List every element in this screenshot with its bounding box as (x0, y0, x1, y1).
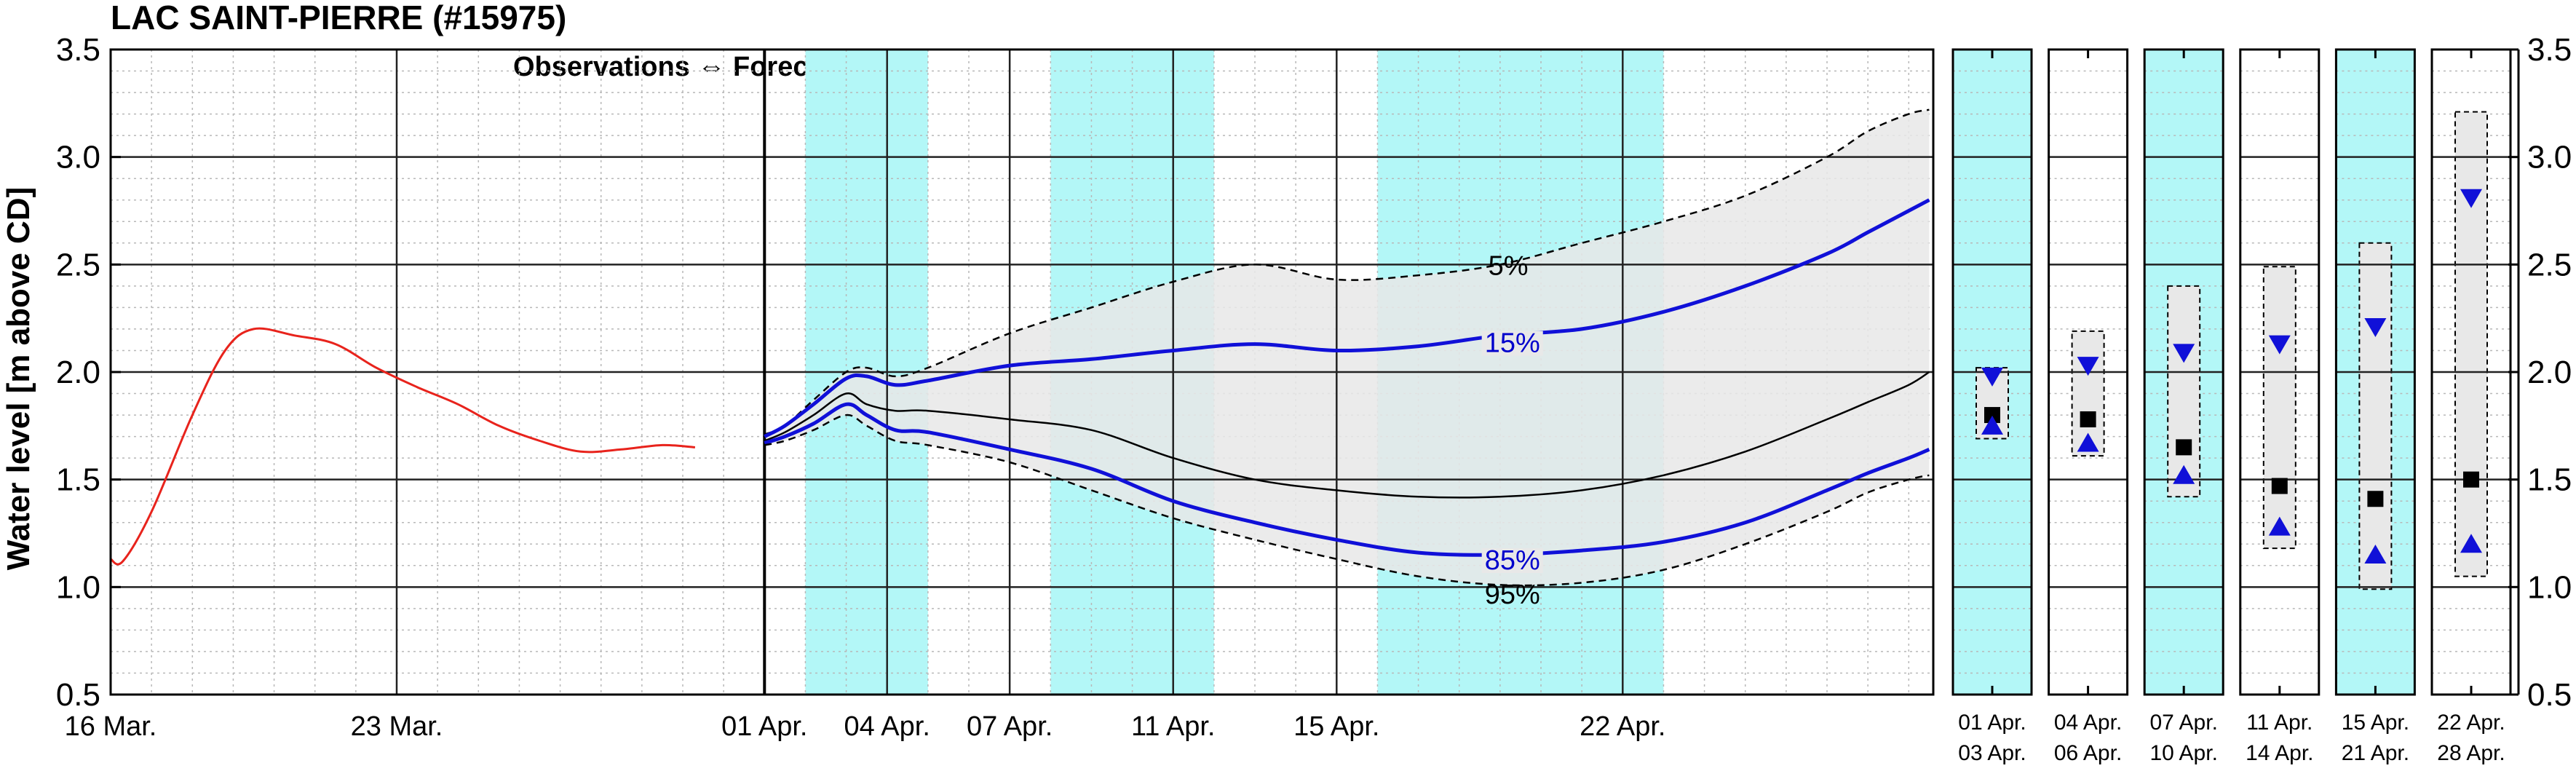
right-y-tick-label: 3.5 (2527, 32, 2572, 68)
median-marker (2080, 411, 2096, 427)
y-tick-label: 3.5 (56, 32, 100, 68)
period-panel-frame (2048, 48, 2129, 696)
percentile-label: 85% (1485, 545, 1540, 576)
period-panel-frame (2239, 48, 2321, 696)
y-tick-label: 3.0 (56, 140, 100, 175)
p15-down-triangle (2364, 317, 2387, 337)
p85-up-triangle (2364, 545, 2387, 564)
right-y-tick-label: 0.5 (2527, 677, 2572, 713)
p15-down-triangle (2077, 357, 2099, 376)
forecast-series-line (764, 402, 1930, 557)
period-panel: 15 Apr. 21 Apr. (2334, 48, 2416, 765)
x-tick-label: 04 Apr. (844, 711, 930, 742)
x-tick-label: 23 Mar. (351, 711, 443, 742)
median-marker (1984, 407, 2000, 424)
period-label-end: 03 Apr. (1958, 741, 2026, 765)
x-tick-label: 16 Mar. (65, 711, 157, 742)
p85-up-triangle (2173, 464, 2195, 484)
period-panel-frame (2334, 48, 2416, 696)
period-label-end: 06 Apr. (2054, 741, 2122, 765)
period-label-end: 14 Apr. (2246, 741, 2313, 765)
percentile-label: 95% (1485, 580, 1540, 610)
y-tick-label: 1.0 (56, 569, 100, 605)
p85-up-triangle (1981, 415, 2003, 435)
period-label-start: 22 Apr. (2437, 711, 2505, 735)
y-tick-label: 0.5 (56, 677, 100, 713)
range-box (2358, 242, 2393, 590)
x-tick-label: 22 Apr. (1580, 711, 1665, 742)
p15-down-triangle (2268, 335, 2291, 355)
period-panel: 01 Apr. 03 Apr. (1951, 48, 2033, 765)
period-panel: 11 Apr. 14 Apr. (2239, 48, 2321, 765)
y-tick-label: 2.5 (56, 247, 100, 282)
period-label-start: 15 Apr. (2342, 711, 2409, 735)
x-tick-label: 01 Apr. (721, 711, 807, 742)
x-tick-label: 07 Apr. (967, 711, 1053, 742)
y-axis-label: Water level [m above CD] (1, 187, 36, 571)
period-panel-frame (1951, 48, 2033, 696)
forecast-envelope (764, 109, 1930, 586)
p85-up-triangle (2460, 534, 2482, 553)
y-tick-label: 1.5 (56, 462, 100, 498)
right-y-tick-label: 2.5 (2527, 247, 2572, 282)
main-plot-area: 5% 15% 85% 95% 0.5 1.0 1.5 2.0 2.5 3.0 3.5 16 Mar. 2… (56, 32, 1935, 742)
forecast-series-line (764, 108, 1930, 435)
period-label-start: 07 Apr. (2149, 711, 2217, 735)
period-label-start: 04 Apr. (2054, 711, 2122, 735)
p15-down-triangle (1981, 367, 2003, 387)
forecast-series-line (764, 414, 1930, 587)
percentile-label-background (1481, 331, 1543, 356)
range-box (2454, 111, 2488, 577)
x-tick-label: 15 Apr. (1293, 711, 1379, 742)
range-box (2262, 266, 2296, 550)
period-panels: 01 Apr. 03 Apr. 04 Apr. 06 Apr. 07 Apr. 10 Ap… (1951, 48, 2512, 765)
range-box (2167, 285, 2201, 498)
percentile-label: 5% (1489, 250, 1529, 281)
p85-up-triangle (2077, 432, 2099, 452)
median-marker (2176, 439, 2192, 456)
period-panel: 07 Apr. 10 Apr. (2143, 48, 2224, 765)
percentile-label-background (1481, 547, 1543, 573)
right-y-tick-label: 2.0 (2527, 355, 2572, 390)
observed-series-line (110, 327, 696, 566)
period-label-end: 21 Apr. (2342, 741, 2409, 765)
period-panel: 22 Apr. 28 Apr. (2430, 48, 2512, 765)
right-y-tick-label: 1.5 (2527, 462, 2572, 498)
p15-down-triangle (2460, 189, 2482, 208)
period-label-start: 01 Apr. (1958, 711, 2026, 735)
percentile-label: 15% (1485, 328, 1540, 359)
period-label-start: 11 Apr. (2246, 711, 2313, 735)
right-y-axis: 0.5 1.0 1.5 2.0 2.5 3.0 3.5 (2508, 32, 2572, 713)
forecast-series-line (764, 371, 1930, 499)
median-marker (2271, 478, 2288, 494)
chart-title: LAC SAINT-PIERRE (#15975) (111, 0, 566, 36)
p85-up-triangle (2268, 516, 2291, 536)
forecast-series-line (764, 198, 1930, 438)
period-panel-frame (2143, 48, 2224, 696)
period-panel: 04 Apr. 06 Apr. (2048, 48, 2129, 765)
median-marker (2367, 491, 2384, 507)
median-marker (2463, 471, 2479, 488)
period-label-end: 28 Apr. (2437, 741, 2505, 765)
right-y-tick-label: 1.0 (2527, 569, 2572, 605)
period-label-end: 10 Apr. (2149, 741, 2217, 765)
y-tick-label: 2.0 (56, 355, 100, 390)
right-y-tick-label: 3.0 (2527, 140, 2572, 175)
x-tick-label: 11 Apr. (1131, 711, 1216, 742)
p15-down-triangle (2173, 344, 2195, 363)
